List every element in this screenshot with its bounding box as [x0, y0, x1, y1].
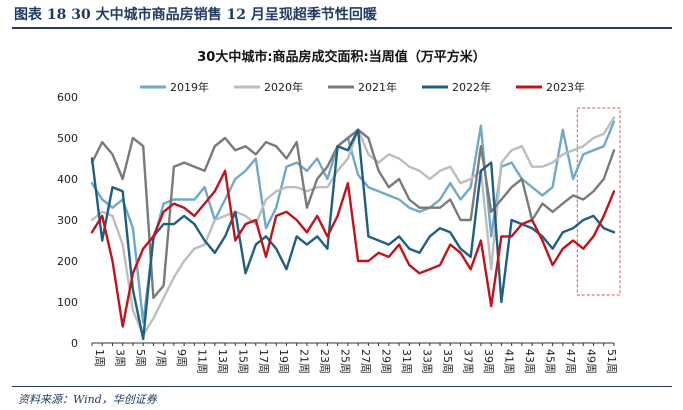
- chart-title: 30大中城市:商品房成交面积:当周值（万平方米）: [197, 50, 486, 65]
- x-tick-label: 45周: [543, 349, 556, 374]
- x-tick-label: 37周: [461, 349, 474, 374]
- series-line-2022: [90, 128, 616, 341]
- header-divider: [12, 27, 672, 29]
- x-tick-label: 9周: [175, 349, 188, 367]
- x-tick-label: 21周: [298, 349, 311, 374]
- legend-label-2020: 2020年: [264, 80, 303, 94]
- x-tick-label: 25周: [339, 349, 352, 374]
- x-tick-label: 27周: [359, 349, 372, 374]
- x-tick-label: 49周: [584, 349, 597, 374]
- x-tick-label: 11周: [195, 349, 208, 374]
- legend-label-2021: 2021年: [358, 80, 397, 94]
- legend-label-2022: 2022年: [452, 80, 491, 94]
- x-tick-label: 35周: [441, 349, 454, 374]
- series-line-2021: [90, 128, 616, 300]
- x-tick-label: 43周: [523, 349, 536, 374]
- y-tick-label: 500: [57, 132, 78, 145]
- series-layer: [90, 116, 616, 341]
- figure-header: 图表 18 30 大中城市商品房销售 12 月呈现超季节性回暖: [0, 0, 683, 26]
- x-tick-label: 3周: [113, 349, 126, 367]
- x-tick-label: 7周: [154, 349, 167, 367]
- x-tick-label: 17周: [257, 349, 270, 374]
- x-tick-label: 29周: [380, 349, 393, 374]
- y-tick-label: 200: [57, 255, 78, 268]
- legend-label-2019: 2019年: [170, 80, 209, 94]
- source-note: 资料来源：Wind，华创证券: [18, 393, 157, 406]
- highlight-layer: [576, 107, 621, 296]
- source-divider: [12, 386, 672, 387]
- x-tick-label: 39周: [482, 349, 495, 374]
- y-tick-label: 400: [57, 173, 78, 186]
- y-tick-label: 0: [71, 337, 78, 350]
- x-tick-label: 51周: [605, 349, 618, 374]
- x-tick-label: 5周: [134, 349, 147, 367]
- x-tick-label: 1周: [93, 349, 106, 367]
- x-tick-label: 13周: [216, 349, 229, 374]
- axis-layer: 0 100 200 300 400 500 600 1周 3周 5周 7周 9周 11周 13周 15周 17…: [57, 91, 618, 374]
- x-tick-label: 19周: [277, 349, 290, 374]
- series-line-2023: [90, 169, 616, 328]
- x-tick-label: 23周: [318, 349, 331, 374]
- x-tick-label: 31周: [400, 349, 413, 374]
- series-line-2020: [90, 116, 616, 336]
- x-tick-label: 15周: [236, 349, 249, 374]
- figure-title: 图表 18 30 大中城市商品房销售 12 月呈现超季节性回暖: [14, 7, 377, 23]
- x-tick-label: 41周: [502, 349, 515, 374]
- legend-label-2023: 2023年: [546, 80, 585, 94]
- y-tick-label: 100: [57, 296, 78, 309]
- y-tick-label: 600: [57, 91, 78, 104]
- y-tick-label: 300: [57, 214, 78, 227]
- legend: 2019年 2020年 2021年 2022年 2023年: [140, 80, 585, 94]
- series-line-2019: [90, 120, 616, 324]
- x-tick-label: 33周: [421, 349, 434, 374]
- x-tick-label: 47周: [564, 349, 577, 374]
- highlight-box: [576, 107, 621, 296]
